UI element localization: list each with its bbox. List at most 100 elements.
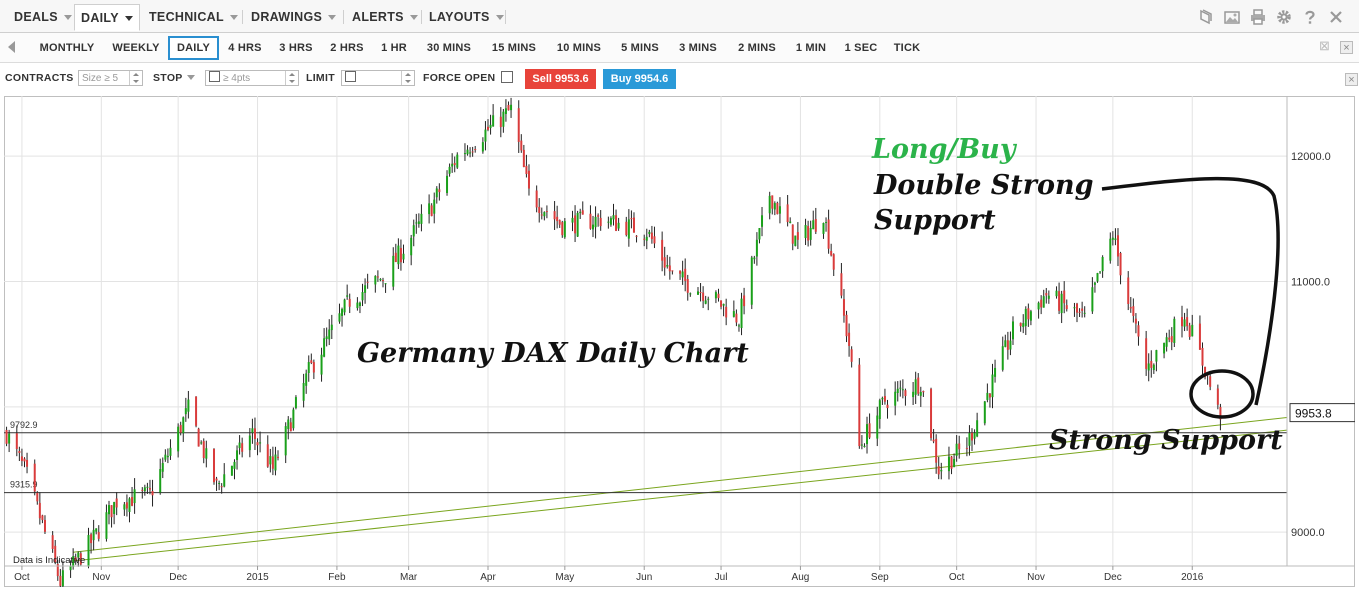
candle-down	[574, 215, 577, 234]
candle-down	[904, 390, 907, 397]
candle-down	[471, 151, 474, 153]
contracts-stepper[interactable]	[129, 71, 142, 85]
tab-2-hrs[interactable]: 2 HRS	[330, 42, 364, 54]
top-menu-bar: DEALS DAILY TECHNICAL DRAWINGS ALERTS LA…	[0, 0, 1359, 33]
help-icon[interactable]	[1301, 8, 1319, 26]
candle-up	[481, 142, 484, 152]
limit-input[interactable]	[341, 70, 415, 86]
candle-down	[702, 292, 705, 301]
candle-down	[453, 163, 456, 166]
annotation-double-support: Support	[874, 205, 996, 236]
close-timeframe-bar-icon[interactable]: ×	[1340, 41, 1353, 54]
candle-down	[1137, 325, 1140, 337]
candle-up	[420, 213, 423, 224]
print-icon[interactable]	[1249, 8, 1267, 26]
candle-down	[725, 306, 728, 318]
limit-checkbox[interactable]	[345, 71, 356, 82]
tab-1-sec[interactable]: 1 SEC	[844, 42, 878, 54]
candle-down	[312, 362, 315, 373]
candle-down	[720, 300, 723, 307]
candle-up	[822, 223, 825, 234]
stop-dropdown[interactable]	[181, 68, 195, 86]
contracts-input[interactable]: Size ≥ 5	[78, 70, 143, 86]
buy-button[interactable]: Buy 9954.6	[603, 69, 676, 89]
candle-down	[1045, 293, 1048, 296]
candle-down	[679, 270, 682, 274]
candle-up	[1163, 343, 1166, 354]
menu-layouts[interactable]: LAYOUTS	[423, 4, 510, 31]
scroll-right-icon[interactable]: ⊠	[1319, 38, 1330, 53]
menu-technical[interactable]: TECHNICAL	[143, 4, 244, 31]
candle-up	[955, 443, 958, 456]
candle-down	[36, 492, 39, 502]
candle-up	[1093, 282, 1096, 285]
candle-down	[858, 364, 861, 447]
candle-up	[223, 474, 226, 487]
candle-up	[1029, 311, 1032, 321]
tab-15-mins[interactable]: 15 MINS	[491, 42, 537, 54]
timeframe-bar: MONTHLY WEEKLY DAILY 4 HRS 3 HRS 2 HRS 1…	[0, 33, 1359, 63]
candle-up	[722, 303, 725, 306]
candle-down	[581, 210, 584, 215]
menu-deals[interactable]: DEALS	[8, 4, 78, 31]
candle-up	[1022, 323, 1025, 328]
candle-up	[384, 283, 387, 285]
tab-10-mins[interactable]: 10 MINS	[556, 42, 602, 54]
candle-down	[827, 219, 830, 249]
tab-1-hr[interactable]: 1 HR	[381, 42, 407, 54]
chevron-down-icon	[409, 15, 418, 21]
tab-2-mins[interactable]: 2 MINS	[738, 42, 776, 54]
date-tick-label: Nov	[92, 572, 110, 583]
candle-up	[233, 461, 236, 469]
tab-5-mins[interactable]: 5 MINS	[621, 42, 659, 54]
layers-icon[interactable]	[1197, 8, 1215, 26]
stop-stepper[interactable]	[285, 71, 298, 85]
candle-down	[540, 214, 543, 216]
menu-daily[interactable]: DAILY	[74, 4, 140, 31]
candle-up	[164, 454, 167, 460]
candle-up	[274, 454, 277, 471]
candle-up	[983, 401, 986, 424]
tab-30-mins[interactable]: 30 MINS	[426, 42, 472, 54]
sell-button[interactable]: Sell 9953.6	[525, 69, 596, 89]
candle-down	[553, 211, 556, 220]
close-icon[interactable]	[1327, 8, 1345, 26]
close-deal-bar-icon[interactable]: ×	[1345, 73, 1358, 86]
candle-down	[561, 222, 564, 236]
candle-down	[115, 498, 118, 508]
candle-up	[113, 502, 116, 515]
candle-up	[866, 424, 869, 445]
candle-down	[535, 190, 538, 208]
menu-alerts[interactable]: ALERTS	[346, 4, 424, 31]
candle-up	[1011, 321, 1014, 340]
tab-4-hrs[interactable]: 4 HRS	[228, 42, 262, 54]
support-level-label: 9792.9	[10, 420, 38, 430]
force-open-checkbox[interactable]	[501, 71, 513, 83]
candle-up	[251, 428, 254, 433]
candle-down	[699, 292, 702, 294]
tab-weekly[interactable]: WEEKLY	[112, 42, 160, 54]
tab-monthly[interactable]: MONTHLY	[39, 42, 95, 54]
image-icon[interactable]	[1223, 8, 1241, 26]
tab-1-min[interactable]: 1 MIN	[795, 42, 827, 54]
candle-up	[72, 556, 75, 567]
gear-icon[interactable]	[1275, 8, 1293, 26]
stop-label: STOP	[153, 72, 183, 84]
menu-drawings[interactable]: DRAWINGS	[245, 4, 342, 31]
stop-checkbox[interactable]	[209, 71, 220, 82]
tab-3-hrs[interactable]: 3 HRS	[279, 42, 313, 54]
candle-down	[430, 205, 433, 217]
candle-up	[919, 391, 922, 396]
candle-up	[451, 163, 454, 167]
limit-stepper[interactable]	[401, 71, 414, 85]
tab-daily[interactable]: DAILY	[168, 36, 219, 60]
candle-up	[187, 399, 190, 412]
price-tick-label: 12000.0	[1291, 151, 1331, 163]
tab-3-mins[interactable]: 3 MINS	[679, 42, 717, 54]
tab-tick[interactable]: TICK	[893, 42, 921, 54]
stop-input[interactable]: ≥ 4pts	[205, 70, 299, 86]
scroll-left-icon[interactable]	[8, 41, 15, 53]
candle-up	[146, 486, 149, 488]
candle-down	[935, 438, 938, 463]
